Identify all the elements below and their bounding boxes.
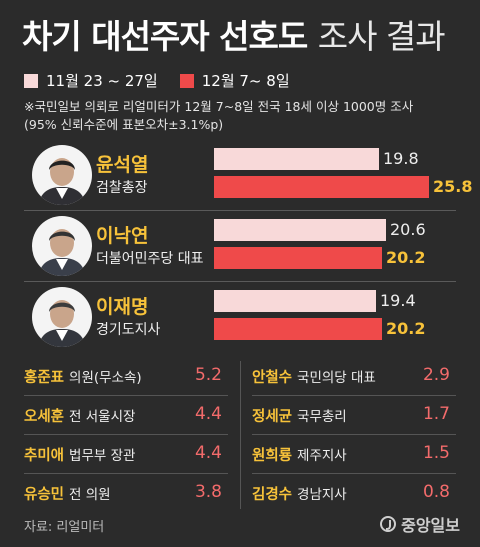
legend-label-curr: 12월 7~ 8일 (201, 72, 290, 90)
candidate-photo (32, 287, 92, 347)
bar-prev (214, 219, 386, 241)
legend-label-prev: 11월 23 ~ 27일 (46, 72, 158, 90)
chart-title: 차기 대선주자 선호도 조사 결과 (22, 10, 446, 58)
other-value: 5.2 (194, 365, 222, 385)
title-light: 조사 결과 (317, 17, 446, 56)
candidate-photo-icon (38, 229, 86, 276)
other-role: 의원(무소속) (69, 370, 142, 386)
other-name: 정세균 (252, 409, 293, 425)
other-candidate-name: 홍준표 의원(무소속) (24, 366, 142, 387)
candidate-bars: 윤석열 검찰총장 19.8 25.8 이낙연 더불어민주당 대표 20.6 20.2 이재명 경기… (24, 140, 472, 352)
candidate-role: 검찰총장 (96, 180, 148, 196)
candidate-photo-icon (38, 158, 86, 205)
legend-item-prev: 11월 23 ~ 27일 (24, 70, 158, 91)
other-candidate-name: 안철수 국민의당 대표 (252, 366, 376, 387)
other-name: 안철수 (252, 370, 293, 386)
survey-note: ※국민일보 의뢰로 리얼미터가 12월 7~8일 전국 18세 이상 1000명… (24, 98, 413, 134)
legend-item-curr: 12월 7~ 8일 (179, 70, 290, 91)
other-candidate-row: 정세균 국무총리 1.7 (252, 396, 456, 435)
bar-curr (214, 247, 382, 269)
other-candidate-row: 오세훈 전 서울시장 4.4 (24, 396, 228, 435)
other-role: 법무부 장관 (69, 448, 136, 464)
source-text: 자료: 리얼미터 (24, 520, 105, 535)
candidate-name: 윤석열 (96, 154, 149, 176)
other-candidate-row: 추미애 법무부 장관 4.4 (24, 435, 228, 474)
other-role: 전 의원 (69, 487, 111, 503)
candidate-name: 이낙연 (96, 225, 149, 247)
other-candidate-name: 김경수 경남지사 (252, 483, 347, 504)
candidate-role: 더불어민주당 대표 (96, 251, 204, 267)
publisher-logo: 중앙일보 (380, 512, 460, 536)
data-label-prev: 19.8 (383, 149, 419, 168)
other-role: 국민의당 대표 (297, 370, 376, 386)
other-name: 김경수 (252, 487, 293, 503)
note-line-2: (95% 신뢰수준에 표본오차±3.1%p) (24, 117, 224, 132)
other-value: 4.4 (194, 404, 222, 424)
other-value: 4.4 (194, 443, 222, 463)
other-role: 국무총리 (297, 409, 347, 425)
data-label-prev: 20.6 (390, 220, 426, 239)
joongang-logo-icon (380, 516, 397, 532)
bar-prev (214, 290, 376, 312)
other-candidate-name: 오세훈 전 서울시장 (24, 405, 135, 426)
title-bold: 차기 대선주자 선호도 (22, 17, 308, 56)
data-label-curr: 20.2 (386, 319, 426, 338)
other-candidate-name: 원희룡 제주지사 (252, 444, 347, 465)
bar-curr (214, 176, 429, 198)
other-value: 1.5 (422, 443, 450, 463)
other-candidates: 홍준표 의원(무소속) 5.2 오세훈 전 서울시장 4.4 추미애 법무부 장관 4.4 유승민… (24, 357, 456, 511)
other-candidate-name: 유승민 전 의원 (24, 483, 111, 504)
other-value: 1.7 (422, 404, 450, 424)
other-name: 원희룡 (252, 448, 293, 464)
other-value: 2.9 (422, 365, 450, 385)
other-name: 추미애 (24, 448, 65, 464)
other-role: 전 서울시장 (69, 409, 136, 425)
candidate-role: 경기도지사 (96, 322, 161, 338)
other-candidate-row: 유승민 전 의원 3.8 (24, 474, 228, 512)
data-label-prev: 19.4 (380, 291, 416, 310)
candidate-photo-icon (38, 300, 86, 347)
other-name: 유승민 (24, 487, 65, 503)
other-name: 홍준표 (24, 370, 65, 386)
other-candidate-row: 홍준표 의원(무소속) 5.2 (24, 357, 228, 396)
candidate-photo (32, 216, 92, 276)
legend-swatch-curr (179, 73, 194, 88)
other-candidate-name: 정세균 국무총리 (252, 405, 347, 426)
bar-curr (214, 318, 382, 340)
other-value: 0.8 (422, 482, 450, 502)
other-candidate-row: 원희룡 제주지사 1.5 (252, 435, 456, 474)
data-label-curr: 20.2 (386, 248, 426, 267)
others-column-right: 안철수 국민의당 대표 2.9 정세균 국무총리 1.7 원희룡 제주지사 1.5 김경수 경남지사… (252, 357, 456, 512)
candidate-name: 이재명 (96, 296, 149, 318)
other-value: 3.8 (194, 482, 222, 502)
other-candidate-name: 추미애 법무부 장관 (24, 444, 135, 465)
others-divider (240, 361, 241, 509)
candidate-photo (32, 145, 92, 205)
data-label-curr: 25.8 (433, 177, 473, 196)
other-name: 오세훈 (24, 409, 65, 425)
logo-text: 중앙일보 (401, 516, 460, 535)
other-role: 경남지사 (297, 487, 347, 503)
other-candidate-row: 안철수 국민의당 대표 2.9 (252, 357, 456, 396)
bar-prev (214, 148, 379, 170)
legend-swatch-prev (24, 73, 38, 88)
others-column-left: 홍준표 의원(무소속) 5.2 오세훈 전 서울시장 4.4 추미애 법무부 장관 4.4 유승민… (24, 357, 228, 512)
note-line-1: ※국민일보 의뢰로 리얼미터가 12월 7~8일 전국 18세 이상 1000명… (24, 99, 414, 114)
other-role: 제주지사 (297, 448, 347, 464)
legend: 11월 23 ~ 27일 12월 7~ 8일 (24, 70, 312, 91)
other-candidate-row: 김경수 경남지사 0.8 (252, 474, 456, 512)
